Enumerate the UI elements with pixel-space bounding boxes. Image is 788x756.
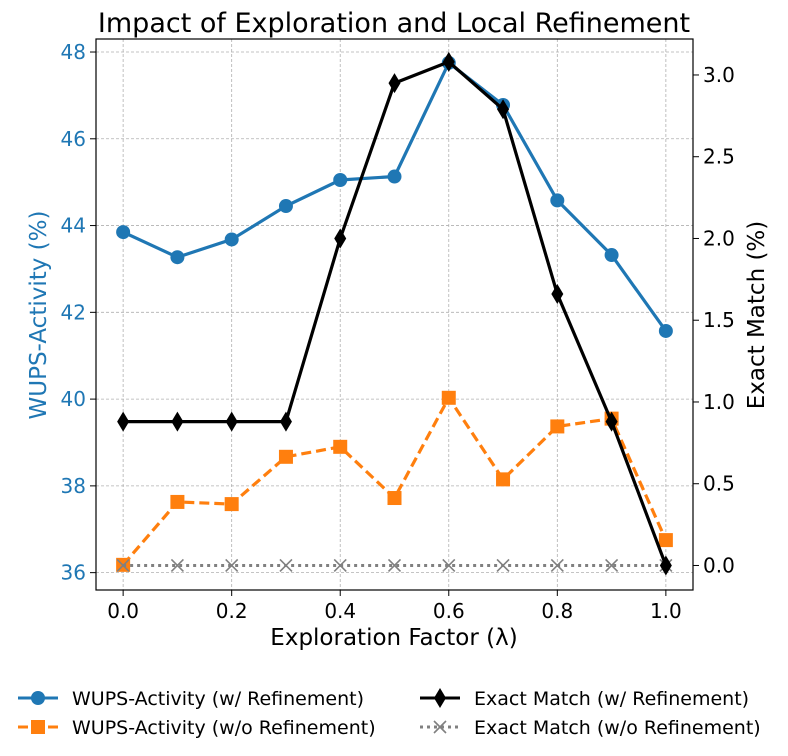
legend-label: WUPS-Activity (w/o Refinement) xyxy=(72,717,376,739)
legend: WUPS-Activity (w/ Refinement) WUPS-Activi… xyxy=(18,688,761,739)
data-point xyxy=(551,284,564,305)
y-tick-label-left: 40 xyxy=(61,387,86,411)
data-point xyxy=(658,533,673,548)
y-tick-label-left: 42 xyxy=(61,300,86,324)
legend-swatch-marker xyxy=(31,691,45,705)
data-point xyxy=(224,232,239,247)
x-tick-label: 1.0 xyxy=(650,599,682,623)
x-axis-label: Exploration Factor (λ) xyxy=(270,625,517,651)
y-tick-label-right: 3.0 xyxy=(703,63,735,87)
y-tick-label-right: 2.5 xyxy=(703,145,735,169)
legend-label: Exact Match (w/ Refinement) xyxy=(474,688,749,710)
x-tick-label: 0.8 xyxy=(541,599,573,623)
series-exact-match-w-o-refinement xyxy=(116,558,673,573)
y-tick-label-right: 1.0 xyxy=(703,390,735,414)
data-point xyxy=(659,555,672,576)
data-point xyxy=(170,250,185,265)
data-point xyxy=(387,558,402,573)
data-point xyxy=(117,411,130,432)
data-point xyxy=(550,558,564,573)
data-point xyxy=(278,449,293,464)
series-layer xyxy=(116,51,673,576)
series-line xyxy=(123,60,668,567)
data-point xyxy=(496,472,511,487)
grid xyxy=(96,39,693,590)
data-point xyxy=(170,494,185,509)
data-point xyxy=(605,411,618,432)
data-point xyxy=(441,390,456,405)
data-point xyxy=(496,558,510,573)
y-tick-label-left: 48 xyxy=(61,40,86,64)
data-point xyxy=(388,73,401,94)
data-point xyxy=(497,99,510,120)
series-exact-match-w-refinement xyxy=(117,51,672,576)
data-point xyxy=(658,323,673,338)
x-tick-label: 0.2 xyxy=(216,599,248,623)
series-line xyxy=(122,60,668,332)
data-point xyxy=(442,51,455,72)
y-axis-label-right: Exact Match (%) xyxy=(744,221,770,410)
y-tick-label-right: 0.0 xyxy=(703,553,735,577)
y-tick-label-right: 0.5 xyxy=(703,472,735,496)
data-point xyxy=(333,439,348,454)
data-point xyxy=(170,558,184,573)
data-point xyxy=(550,193,565,208)
data-point xyxy=(550,419,565,434)
legend-swatch-marker xyxy=(434,688,446,708)
data-point xyxy=(279,411,292,432)
y-tick-label-right: 2.0 xyxy=(703,226,735,250)
data-point xyxy=(333,558,347,573)
data-point xyxy=(334,228,347,249)
y-tick-label-left: 36 xyxy=(61,561,86,585)
x-tick-label: 0.4 xyxy=(324,599,356,623)
legend-item-wups-activity-w-refinement: WUPS-Activity (w/ Refinement) xyxy=(18,688,364,710)
data-point xyxy=(225,411,238,432)
y-tick-label-right: 1.5 xyxy=(703,308,735,332)
legend-label: Exact Match (w/o Refinement) xyxy=(474,717,761,739)
chart-title: Impact of Exploration and Local Refineme… xyxy=(98,8,690,39)
data-point xyxy=(442,558,456,573)
y-tick-label-left: 38 xyxy=(61,474,86,498)
legend-label: WUPS-Activity (w/ Refinement) xyxy=(72,688,364,710)
data-point xyxy=(116,225,131,240)
legend-swatch-marker xyxy=(31,720,45,734)
data-point xyxy=(605,558,619,573)
data-point xyxy=(387,491,402,506)
y-tick-label-left: 46 xyxy=(61,127,86,151)
y-tick-label-left: 44 xyxy=(61,214,86,238)
data-point xyxy=(225,558,239,573)
data-point xyxy=(224,497,239,512)
data-point xyxy=(278,199,293,214)
axes: 0.0 0.2 0.4 0.6 0.8 1.0 36 38 40 42 44 46 48 0.0 0.5 1.… xyxy=(61,40,735,623)
data-point xyxy=(171,411,184,432)
series-wups-activity-w-o-refinement xyxy=(116,390,673,572)
x-tick-label: 0.0 xyxy=(107,599,139,623)
data-point xyxy=(279,558,293,573)
data-point xyxy=(387,169,402,184)
data-point xyxy=(604,248,619,263)
legend-item-wups-activity-w-o-refinement: WUPS-Activity (w/o Refinement) xyxy=(18,717,376,739)
series-wups-activity-w-refinement xyxy=(116,55,673,338)
legend-swatch-marker xyxy=(433,720,447,734)
x-tick-label: 0.6 xyxy=(433,599,465,623)
legend-item-exact-match-w-o-refinement: Exact Match (w/o Refinement) xyxy=(420,717,761,739)
data-point xyxy=(116,558,130,573)
y-axis-label-left: WUPS-Activity (%) xyxy=(26,211,52,420)
data-point xyxy=(333,173,348,188)
plot-frame xyxy=(95,38,694,591)
legend-item-exact-match-w-refinement: Exact Match (w/ Refinement) xyxy=(420,688,749,710)
